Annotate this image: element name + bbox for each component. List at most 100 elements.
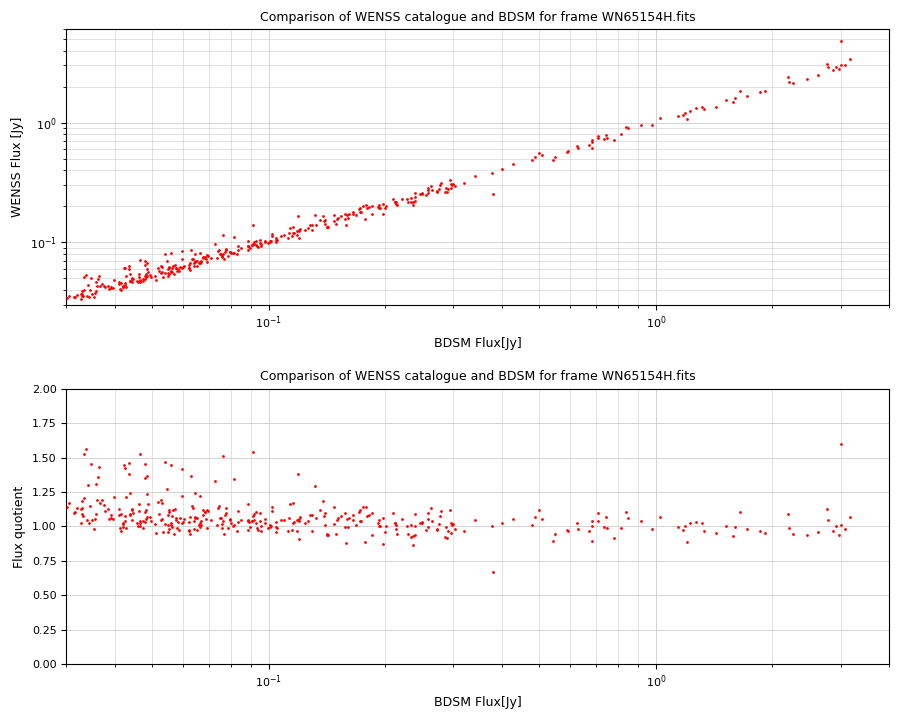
Point [292,225,306,236]
Point [305,509,320,521]
Point [132,449,147,460]
Point [442,174,456,186]
Point [682,105,697,117]
Point [115,280,130,292]
Point [189,512,203,523]
Point [156,271,170,283]
Point [371,517,385,528]
Point [739,90,753,102]
Point [758,527,772,539]
Point [328,219,343,230]
Point [75,503,89,514]
Point [406,539,420,551]
Point [571,523,585,534]
Point [349,520,364,531]
Point [486,566,500,577]
Point [645,119,660,130]
Point [833,35,848,47]
Point [590,132,605,144]
Point [184,244,198,256]
Point [220,250,235,261]
Point [208,238,222,250]
Point [105,513,120,525]
Point [400,521,414,532]
Point [101,280,115,292]
Point [139,269,153,280]
Point [164,266,178,278]
Point [160,526,175,538]
Point [172,524,186,536]
Point [114,277,129,289]
Point [249,507,264,518]
Point [362,202,376,213]
Point [230,505,245,517]
Point [379,200,393,212]
Point [124,273,139,284]
Point [97,280,112,292]
Point [136,522,150,534]
Point [318,218,332,230]
Point [678,108,692,120]
Point [125,503,140,515]
Point [190,260,204,271]
Point [357,536,372,548]
Point [486,188,500,199]
Point [320,222,334,233]
Point [74,518,88,529]
Point [165,518,179,529]
Point [131,271,146,282]
Point [173,512,187,523]
Point [708,527,723,539]
Point [112,503,127,515]
Point [254,240,268,252]
Point [619,507,634,518]
Point [800,73,814,85]
Point [584,515,598,526]
Point [389,519,403,531]
Point [176,516,190,528]
Point [119,491,133,503]
Point [166,510,180,521]
Point [119,271,133,282]
Point [220,507,234,518]
Point [116,521,130,533]
Point [281,525,295,536]
Point [82,518,96,529]
Point [353,505,367,516]
Point [378,526,392,537]
Point [457,525,472,536]
Point [800,529,814,541]
Point [342,513,356,524]
Point [356,501,370,513]
Point [388,196,402,207]
Point [305,219,320,230]
Point [175,246,189,257]
Point [218,246,232,257]
Point [150,496,165,508]
Point [781,523,796,534]
Point [138,507,152,518]
Y-axis label: WENSS Flux [Jy]: WENSS Flux [Jy] [11,117,24,217]
Point [115,518,130,530]
Point [104,282,118,294]
Point [139,513,153,525]
Point [359,501,374,513]
Point [126,274,140,285]
Point [140,511,155,523]
Point [292,515,306,526]
Point [420,183,435,194]
Point [219,502,233,513]
Point [688,102,703,114]
Point [104,513,118,524]
Point [250,523,265,534]
Point [219,243,233,254]
Point [200,522,214,534]
Point [415,187,429,199]
Point [634,120,648,131]
Point [122,260,136,271]
Point [291,211,305,222]
Point [250,241,265,253]
Point [212,245,226,256]
Point [136,276,150,287]
Point [75,289,89,301]
